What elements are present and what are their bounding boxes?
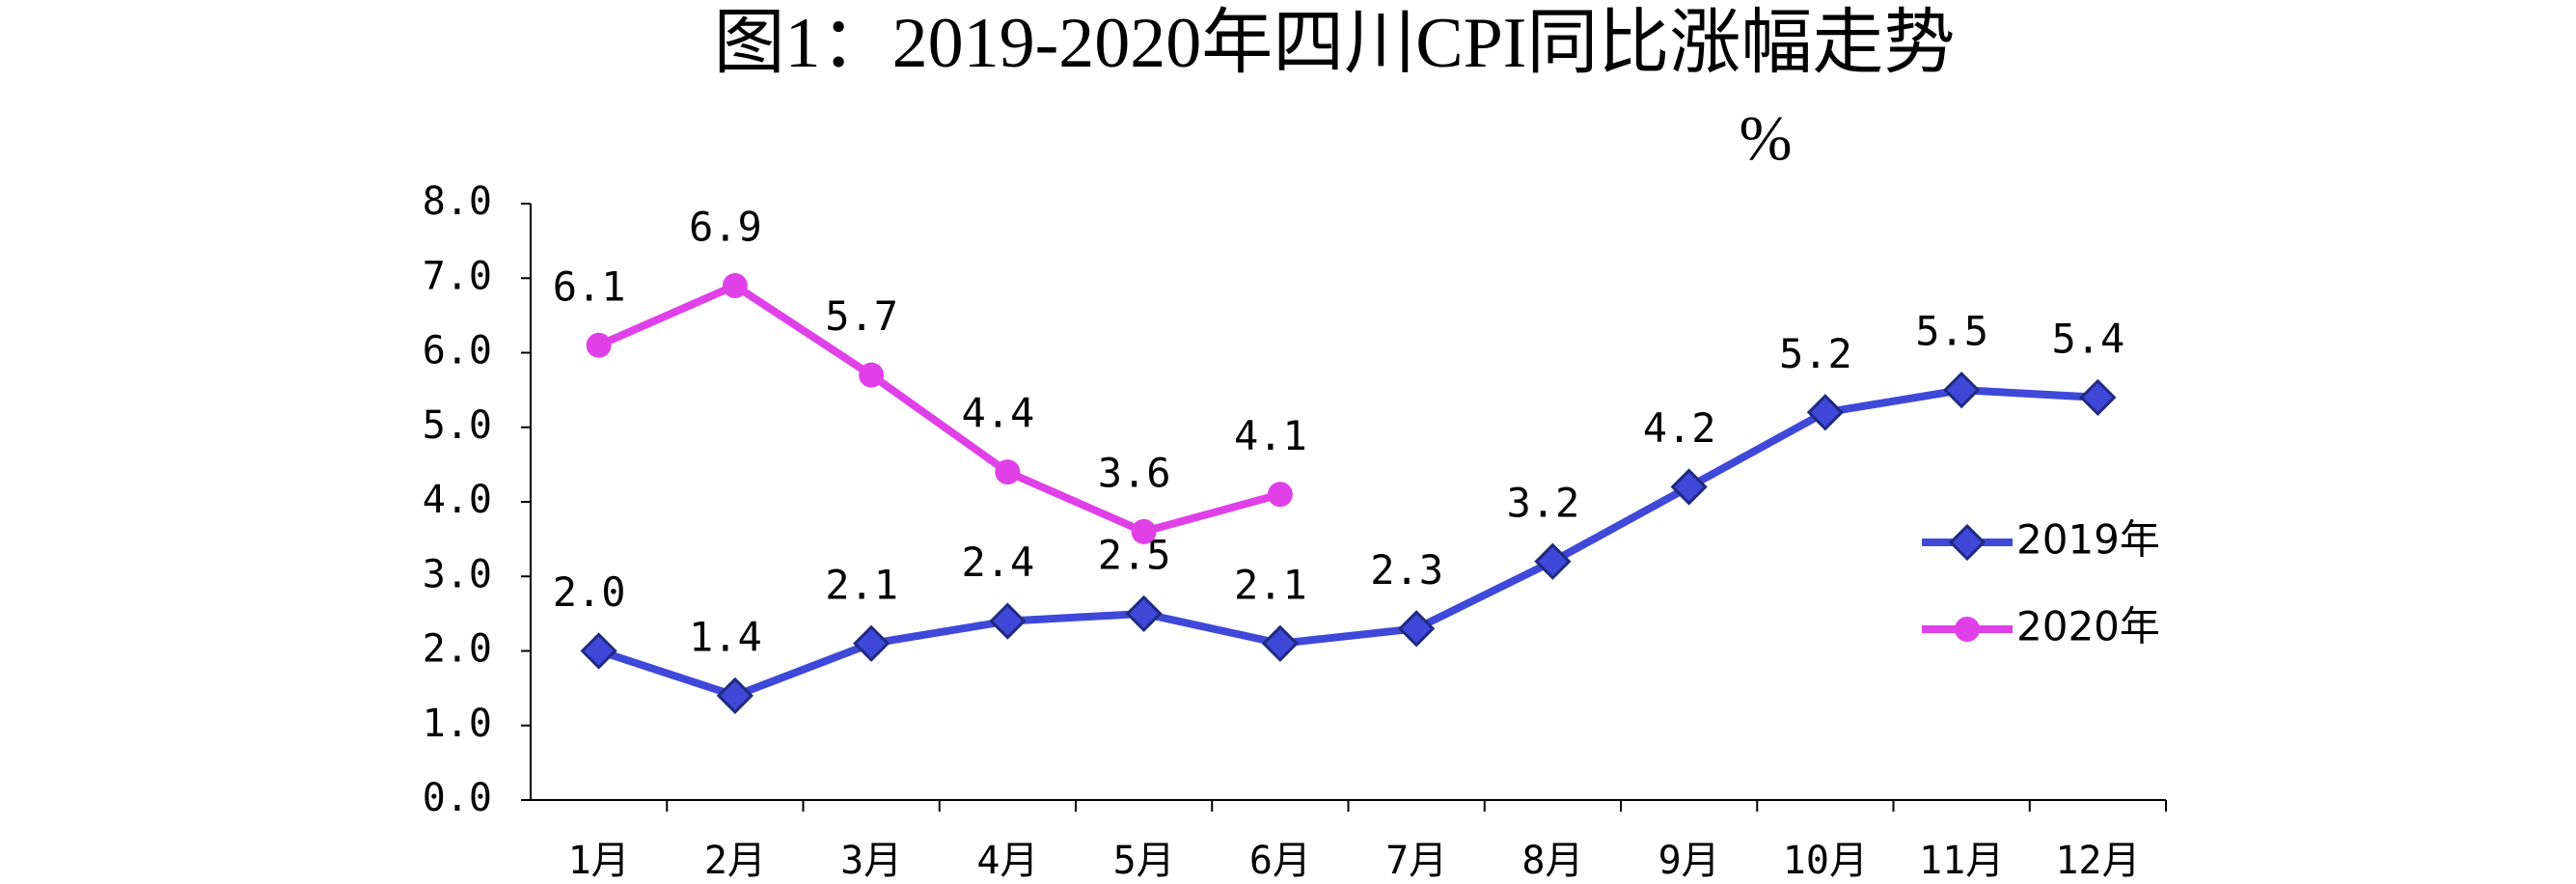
point bbox=[722, 272, 748, 298]
x-tick-label: 12月 bbox=[2055, 839, 2140, 883]
point bbox=[586, 332, 612, 358]
point bbox=[1267, 482, 1293, 508]
legend-marker bbox=[1948, 523, 1987, 562]
y-tick-label: 7.0 bbox=[423, 254, 492, 298]
point bbox=[989, 602, 1027, 640]
x-tick-label: 7月 bbox=[1385, 839, 1447, 883]
point bbox=[716, 677, 754, 714]
point bbox=[1534, 542, 1572, 580]
point bbox=[853, 624, 891, 662]
legend-marker bbox=[1955, 617, 1980, 642]
data-label: 4.1 bbox=[1234, 412, 1307, 459]
y-tick-label: 4.0 bbox=[423, 478, 492, 522]
y-tick-label: 6.0 bbox=[423, 329, 492, 373]
data-label: 2.0 bbox=[553, 568, 626, 616]
legend-label: 2020年 bbox=[2016, 603, 2160, 650]
data-label: 2.4 bbox=[961, 539, 1034, 586]
x-tick-label: 1月 bbox=[568, 839, 630, 883]
x-tick-label: 3月 bbox=[840, 839, 902, 883]
x-tick-label: 6月 bbox=[1249, 839, 1311, 883]
data-label: 5.2 bbox=[1779, 330, 1852, 377]
data-label: 4.2 bbox=[1643, 404, 1716, 452]
data-label: 5.7 bbox=[825, 292, 898, 340]
y-tick-label: 1.0 bbox=[423, 702, 492, 746]
point bbox=[1131, 518, 1157, 544]
data-label: 5.5 bbox=[1915, 308, 1988, 355]
y-tick-label: 8.0 bbox=[423, 180, 492, 224]
y-tick-label: 2.0 bbox=[423, 627, 492, 672]
point bbox=[580, 632, 617, 670]
y-tick-label: 0.0 bbox=[423, 776, 492, 820]
x-tick-label: 10月 bbox=[1783, 839, 1868, 883]
data-label: 6.1 bbox=[553, 262, 626, 310]
chart-title: 图1：2019-2020年四川CPI同比涨幅走势 bbox=[714, 4, 1956, 83]
point bbox=[995, 459, 1021, 485]
series-line bbox=[597, 281, 1281, 536]
point bbox=[1261, 624, 1300, 662]
point bbox=[1398, 610, 1436, 648]
data-label: 3.2 bbox=[1506, 479, 1579, 526]
data-label: 5.4 bbox=[2051, 315, 2124, 362]
point bbox=[1806, 394, 1845, 431]
unit-label: % bbox=[1740, 103, 1793, 174]
data-label: 2.1 bbox=[825, 561, 898, 608]
point bbox=[859, 362, 885, 388]
x-tick-label: 9月 bbox=[1658, 839, 1720, 883]
data-label: 6.9 bbox=[689, 203, 762, 250]
data-label: 3.6 bbox=[1098, 449, 1171, 496]
point bbox=[1670, 468, 1708, 506]
x-tick-label: 11月 bbox=[1919, 839, 2004, 883]
series-line bbox=[597, 386, 2098, 700]
x-tick-label: 2月 bbox=[704, 839, 766, 883]
x-tick-label: 5月 bbox=[1113, 839, 1175, 883]
y-tick-label: 3.0 bbox=[423, 552, 492, 596]
y-tick-label: 5.0 bbox=[423, 403, 492, 448]
point bbox=[1943, 372, 1981, 409]
x-tick-label: 4月 bbox=[976, 839, 1038, 883]
data-label: 2.1 bbox=[1234, 561, 1307, 608]
data-label: 2.3 bbox=[1370, 546, 1443, 594]
point bbox=[1125, 594, 1163, 632]
data-label: 4.4 bbox=[961, 390, 1034, 437]
data-label: 1.4 bbox=[689, 613, 762, 660]
legend-label: 2019年 bbox=[2016, 516, 2160, 564]
x-tick-label: 8月 bbox=[1521, 839, 1583, 883]
point bbox=[2079, 378, 2117, 416]
